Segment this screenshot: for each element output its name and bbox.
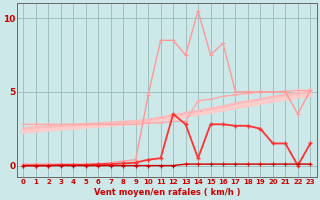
X-axis label: Vent moyen/en rafales ( km/h ): Vent moyen/en rafales ( km/h ) [94, 188, 240, 197]
